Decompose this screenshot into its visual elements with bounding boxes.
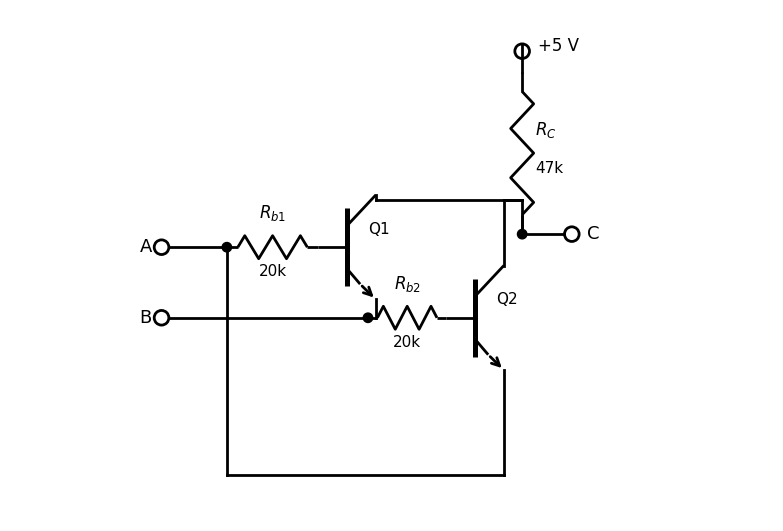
Text: $R_{b2}$: $R_{b2}$	[394, 274, 420, 294]
Text: Q2: Q2	[496, 292, 518, 307]
Circle shape	[518, 229, 527, 239]
Circle shape	[363, 313, 373, 322]
Text: Q1: Q1	[368, 222, 390, 237]
Text: $R_{b1}$: $R_{b1}$	[259, 203, 287, 224]
Text: C: C	[587, 225, 600, 243]
Text: +5 V: +5 V	[538, 37, 579, 55]
Text: 20k: 20k	[258, 264, 287, 279]
Text: 47k: 47k	[536, 161, 563, 176]
Text: 20k: 20k	[393, 335, 421, 349]
Text: B: B	[139, 309, 152, 327]
Text: $R_C$: $R_C$	[536, 119, 557, 140]
Text: A: A	[139, 238, 152, 256]
Circle shape	[222, 243, 232, 252]
